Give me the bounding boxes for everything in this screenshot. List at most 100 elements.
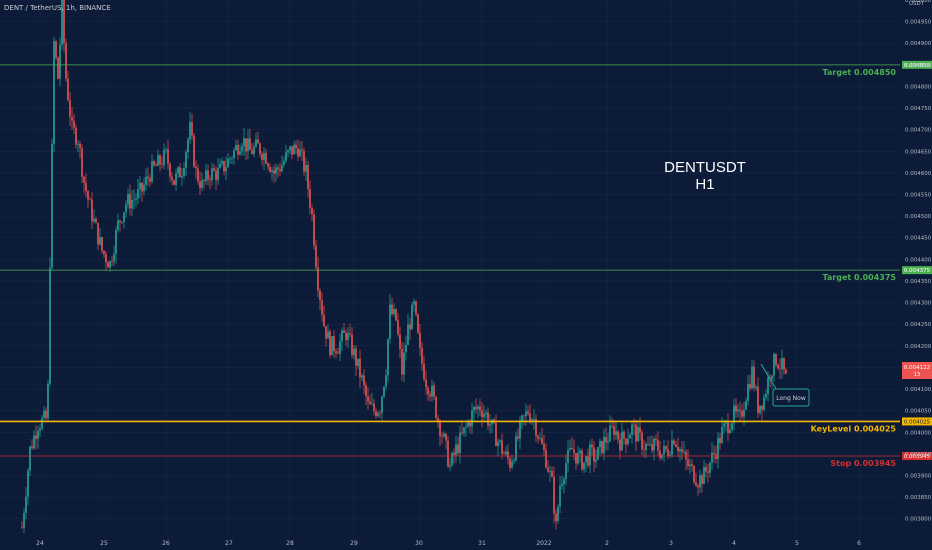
candle-body — [465, 426, 467, 428]
candle-body — [147, 176, 149, 179]
candle-body — [477, 406, 479, 410]
candle-body — [205, 170, 207, 181]
candle-body — [721, 426, 723, 443]
candle-body — [289, 146, 291, 151]
candle-body — [583, 462, 585, 470]
candle-body — [285, 152, 287, 162]
candle-body — [77, 143, 79, 145]
candle-body — [557, 506, 559, 522]
candle-body — [501, 440, 503, 454]
x-tick-label: 29 — [350, 540, 358, 547]
candle-body — [663, 446, 665, 455]
candle-body — [735, 405, 737, 412]
candle-body — [103, 250, 105, 255]
candle-body — [547, 467, 549, 472]
candle-body — [131, 199, 133, 209]
candle-body — [43, 410, 45, 419]
candle-body — [421, 347, 423, 364]
candle-body — [127, 194, 129, 205]
candle-body — [655, 438, 657, 441]
candle-body — [329, 331, 331, 356]
candle-body — [777, 364, 779, 369]
price-axis[interactable]: 0.003800 0.003850 0.003900 0.003950 0.004000… — [905, 0, 932, 523]
candle-body — [185, 152, 187, 169]
candle-body — [615, 431, 617, 435]
candle-body — [67, 78, 69, 101]
candle-body — [411, 304, 413, 330]
candle-body — [609, 425, 611, 442]
candle-body — [701, 475, 703, 485]
candle-body — [175, 173, 177, 185]
candle-body — [543, 443, 545, 450]
candle-body — [87, 191, 89, 200]
candle-body — [325, 326, 327, 339]
candle-body — [611, 425, 613, 427]
candle-body — [303, 150, 305, 172]
candle-body — [433, 385, 435, 397]
y-tick-label: 0.004850 — [905, 63, 932, 69]
candle-body — [441, 436, 443, 437]
candle-body — [457, 444, 459, 454]
candle-body — [367, 396, 369, 402]
candle-body — [27, 470, 29, 497]
candle-body — [71, 116, 73, 121]
candle-body — [597, 447, 599, 460]
candle-body — [453, 452, 455, 456]
target-upper-label: Target 0.004850 — [822, 68, 896, 77]
candle-body — [243, 138, 245, 147]
candle-body — [617, 431, 619, 440]
candle-body — [187, 139, 189, 153]
candle-body — [771, 375, 773, 380]
candle-body — [539, 437, 541, 439]
candle-body — [459, 432, 461, 454]
candle-body — [745, 400, 747, 410]
y-tick-label: 0.004950 — [905, 20, 932, 26]
candle-body — [743, 409, 745, 417]
candle-body — [355, 348, 357, 366]
candle-body — [447, 440, 449, 467]
candle-body — [759, 405, 761, 414]
candle-body — [51, 143, 53, 268]
y-tick-label: 0.004650 — [905, 149, 932, 155]
candle-body — [273, 170, 275, 174]
x-tick-label: 4 — [732, 540, 736, 547]
candle-body — [217, 167, 219, 180]
long-now-annotation[interactable]: Long Now — [760, 363, 810, 407]
candle-body — [45, 410, 47, 419]
x-tick-label: 28 — [286, 540, 294, 547]
candle-body — [125, 204, 127, 213]
candle-body — [707, 471, 709, 473]
candle-body — [585, 455, 587, 463]
candle-body — [605, 437, 607, 443]
candle-body — [293, 144, 295, 155]
candle-body — [225, 167, 227, 172]
candle-body — [369, 401, 371, 405]
y-tick-label: 0.004050 — [905, 409, 932, 415]
candle-body — [107, 262, 109, 268]
candle-body — [647, 444, 649, 445]
y-tick-label: 0.004600 — [905, 171, 932, 177]
candle-body — [509, 458, 511, 468]
candle-body — [277, 167, 279, 170]
candle-body — [391, 304, 393, 315]
candle-body — [679, 449, 681, 452]
candle-body — [29, 446, 31, 471]
candle-body — [559, 485, 561, 507]
candle-body — [665, 446, 667, 450]
candle-body — [619, 439, 621, 451]
candle-body — [231, 158, 233, 160]
candle-body — [57, 57, 59, 79]
candle-body — [413, 301, 415, 305]
candle-body — [699, 475, 701, 488]
candle-body — [267, 163, 269, 167]
candle-body — [55, 41, 57, 58]
y-tick-label: 0.003800 — [905, 517, 932, 523]
candle-body — [35, 435, 37, 439]
candle-body — [167, 149, 169, 164]
candle-body — [589, 444, 591, 466]
time-axis[interactable]: 24 25 26 27 28 29 30 31 2022 2 3 4 5 6 — [36, 540, 861, 547]
x-tick-label: 30 — [415, 540, 423, 547]
y-tick-label: 0.004500 — [905, 214, 932, 220]
candle-body — [301, 149, 303, 151]
